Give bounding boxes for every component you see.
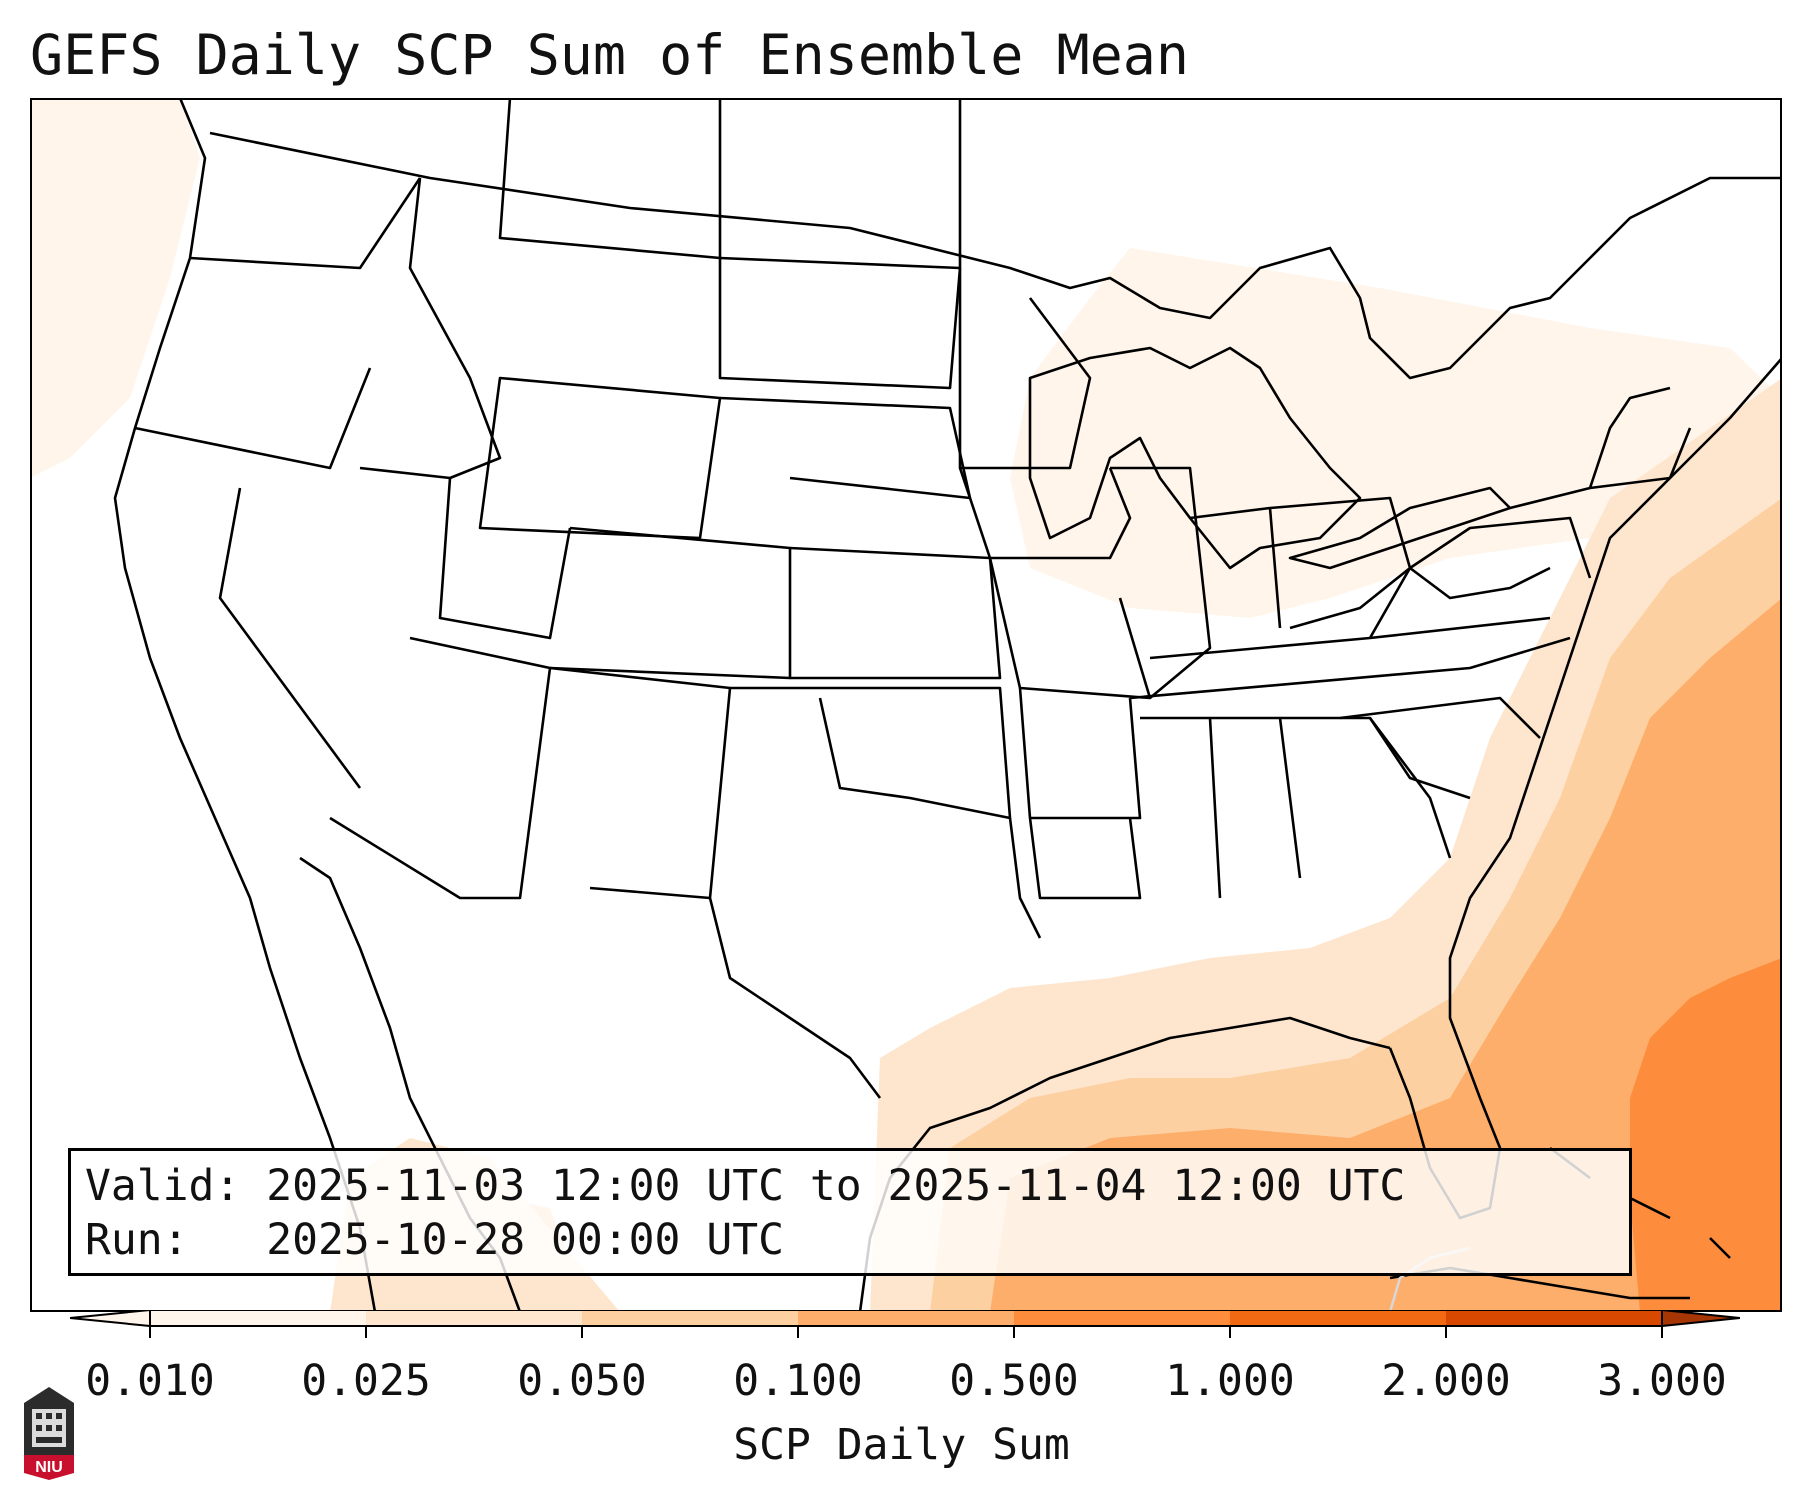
west-coast-line <box>113 98 377 1312</box>
valid-label: Valid: <box>85 1161 241 1211</box>
colorbar-max-extend <box>1661 1310 1740 1328</box>
colorbar-tick-label: 0.025 <box>301 1356 431 1406</box>
map-title: GEFS Daily SCP Sum of Ensemble Mean <box>30 23 1189 87</box>
state-borders <box>134 98 1692 1099</box>
border-ny-ne <box>1509 386 1692 510</box>
border-or-ca-nv <box>134 367 372 470</box>
colorbar-tick-label: 3.000 <box>1597 1356 1727 1406</box>
colorbar-tick-label: 1.000 <box>1165 1356 1295 1406</box>
logo-text: NIU <box>35 1459 63 1476</box>
scp-shading <box>30 98 1782 1312</box>
border-nm-tx <box>549 666 732 900</box>
border-az-nm <box>329 636 552 900</box>
border-ar-la <box>1018 687 1142 900</box>
border-ms-al-ga <box>1140 716 1452 899</box>
border-ca-nv <box>218 487 362 789</box>
border-wa-or <box>189 177 422 270</box>
shade-gulf-orange <box>990 598 1782 1312</box>
colorbar-bin-7 <box>1446 1310 1662 1326</box>
border-ut-co <box>438 477 572 640</box>
colorbar-tick-label: 0.010 <box>85 1356 215 1406</box>
run-label: Run: <box>85 1215 189 1265</box>
border-co <box>549 526 792 680</box>
colorbar-tick-label: 0.050 <box>517 1356 647 1406</box>
colorbar-ticks <box>149 1326 1663 1338</box>
border-wy <box>478 376 722 540</box>
border-ne-ks <box>719 396 1002 680</box>
colorbar-bin-1 <box>150 1310 366 1326</box>
shade-atlantic-deep <box>1630 958 1782 1312</box>
colorbar <box>70 1310 1740 1338</box>
border-nc-sc <box>1339 696 1541 800</box>
scp-map <box>30 98 1782 1312</box>
valid-info-box: Valid: 2025-11-03 12:00 UTC to 2025-11-0… <box>68 1148 1632 1276</box>
shade-great-lakes <box>1010 248 1782 618</box>
colorbar-tick-label: 0.100 <box>733 1356 863 1406</box>
colorbar-axis-label: SCP Daily Sum <box>733 1420 1070 1470</box>
colorbar-tick-label: 0.500 <box>949 1356 1079 1406</box>
colorbar-bin-2 <box>366 1310 582 1326</box>
colorbar-tick-label: 2.000 <box>1381 1356 1511 1406</box>
colorbar-bin-4 <box>798 1310 1014 1326</box>
colorbar-min-extend <box>70 1310 151 1328</box>
great-lakes-line <box>1028 346 1362 570</box>
run-value: 2025-10-28 00:00 UTC <box>266 1215 784 1265</box>
border-id-mt <box>359 177 502 480</box>
colorbar-outline <box>149 1310 1663 1327</box>
lake-ontario-erie-line <box>1288 486 1512 570</box>
niu-logo: NIU <box>24 1387 74 1480</box>
canada-border-line <box>209 131 1782 380</box>
valid-value: 2025-11-03 12:00 UTC to 2025-11-04 12:00… <box>266 1161 1406 1211</box>
border-tx <box>708 817 1042 1099</box>
border-va-wv-pa <box>1368 516 1592 639</box>
shade-pacific-northwest <box>30 98 200 478</box>
border-mt-dakotas <box>498 98 722 260</box>
colorbar-bin-5 <box>1014 1310 1230 1326</box>
colorbar-bin-3 <box>582 1310 798 1326</box>
border-ia-mo <box>958 467 1152 700</box>
map-panel <box>30 98 1782 1312</box>
geography-lines <box>113 98 1782 1312</box>
colorbar-bin-6 <box>1230 1310 1446 1326</box>
border-nd-sd <box>718 98 962 390</box>
border-mn-ia <box>958 268 1092 470</box>
border-ok <box>730 686 1012 820</box>
